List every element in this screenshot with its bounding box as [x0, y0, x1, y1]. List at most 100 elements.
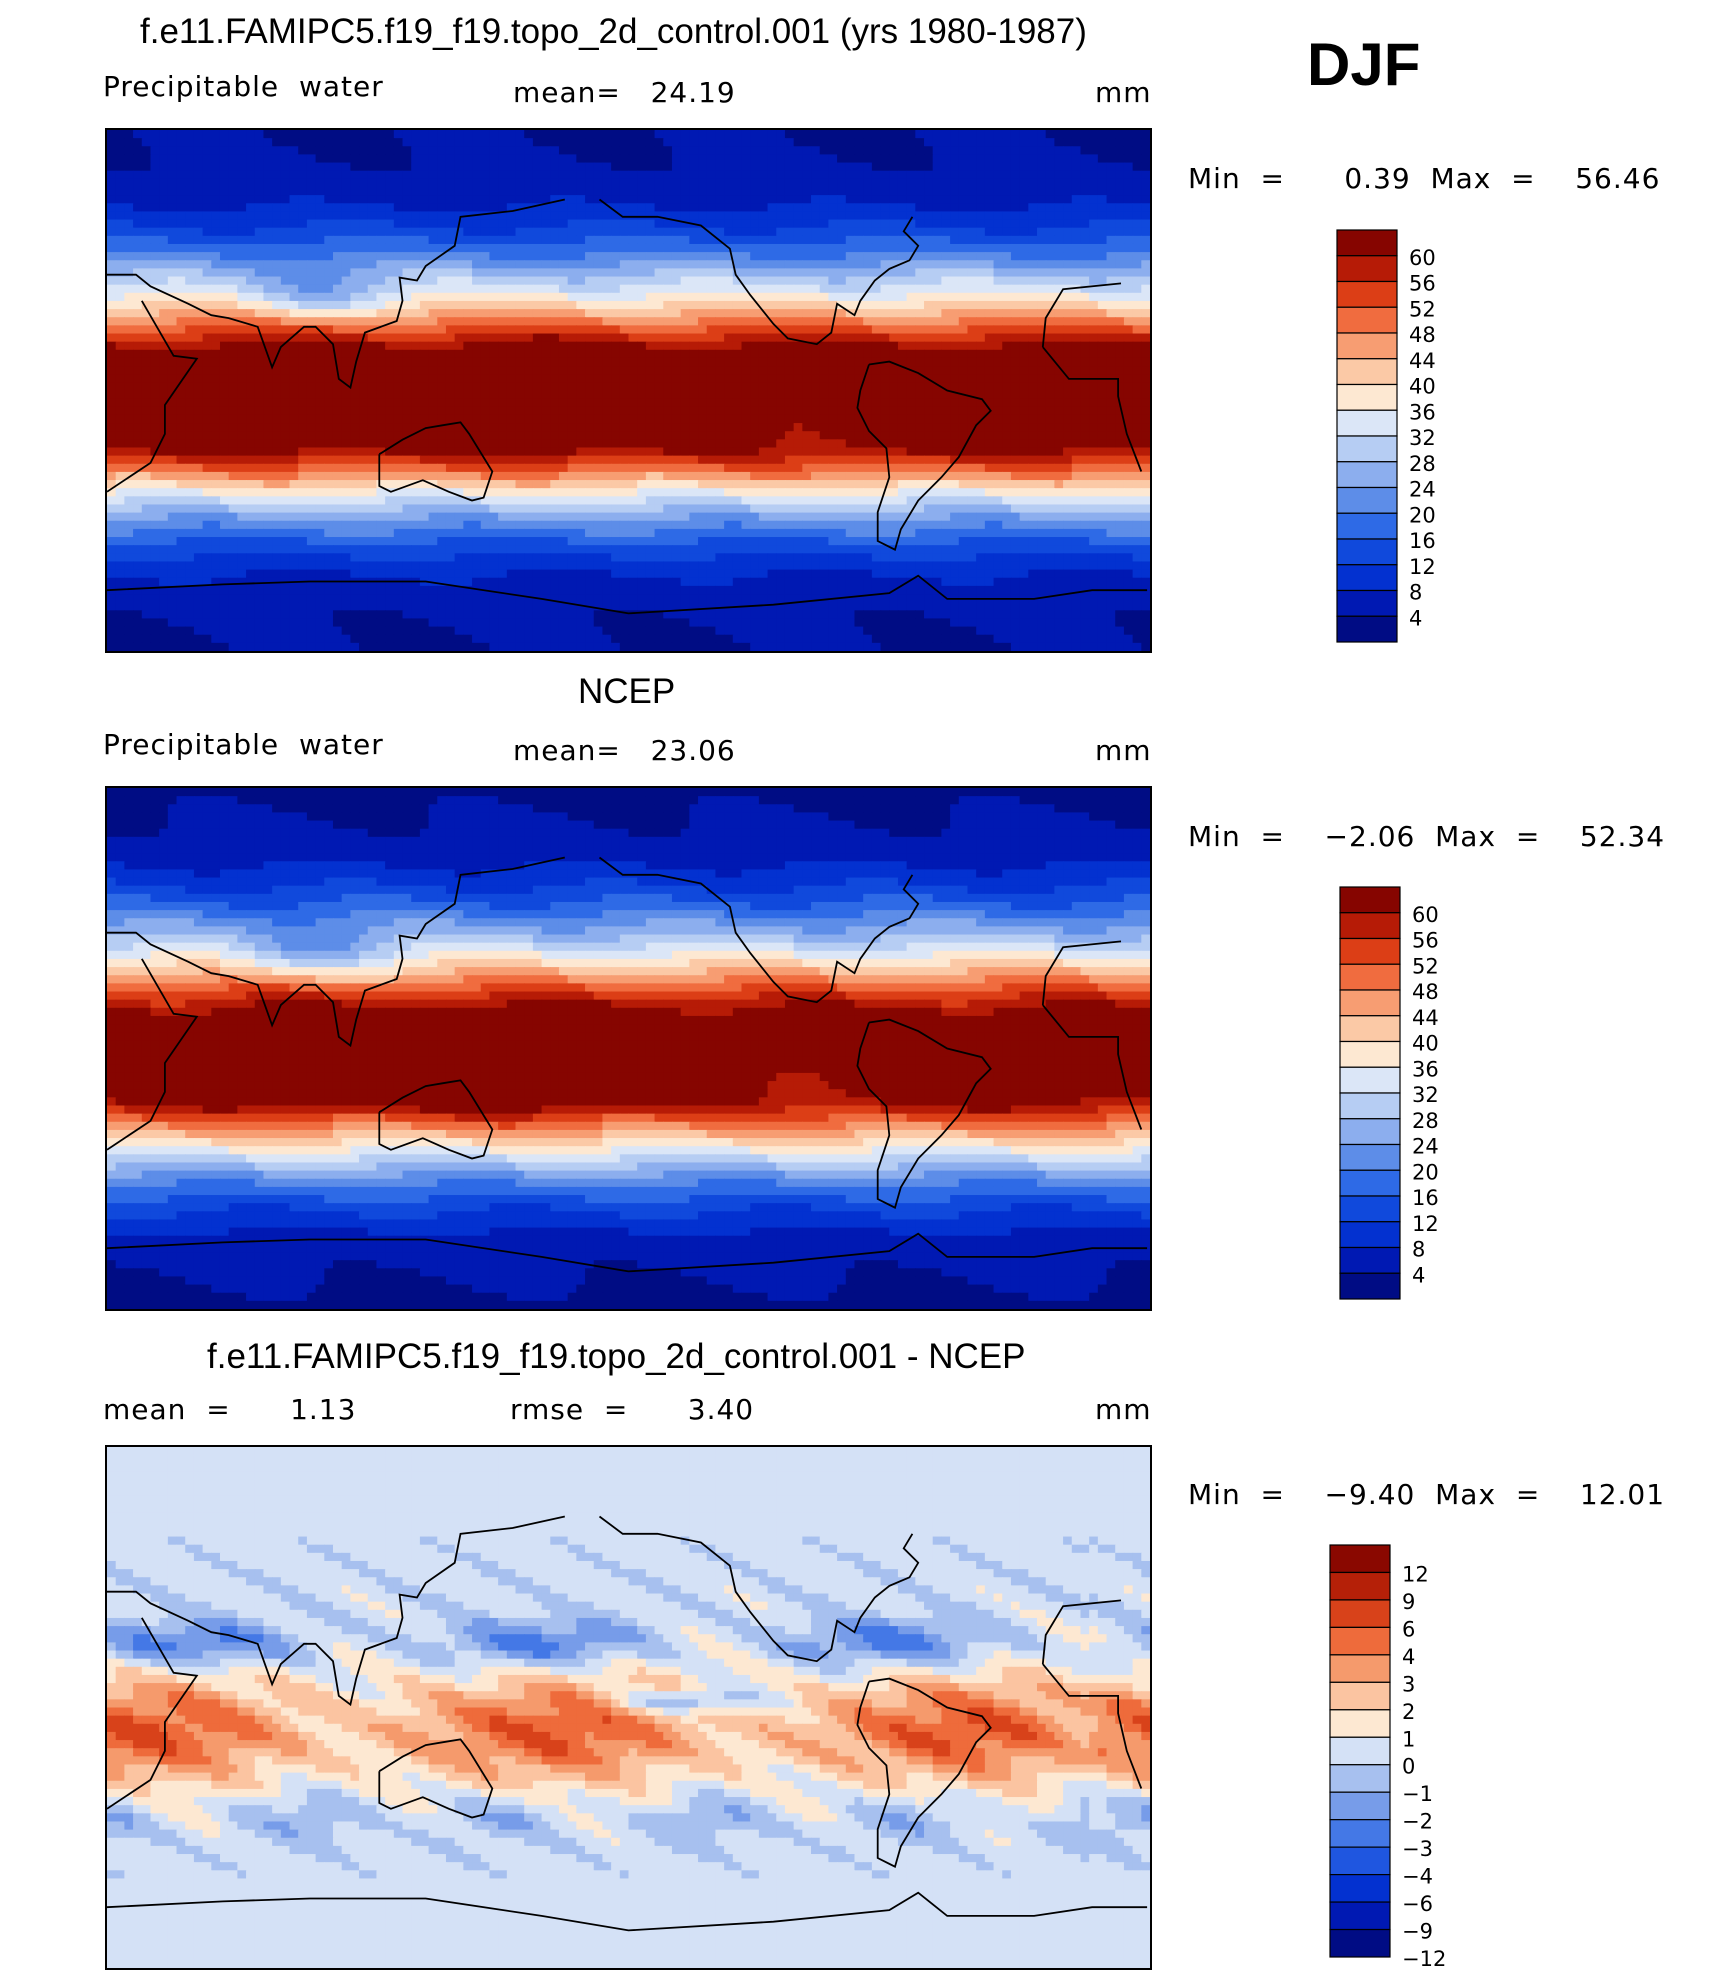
field-cell: [445, 390, 456, 400]
field-cell: [637, 227, 647, 237]
field-cell: [463, 219, 473, 229]
field-cell: [958, 195, 969, 204]
field-cell: [732, 366, 743, 375]
field-cell: [506, 300, 517, 310]
field-cell: [246, 382, 256, 392]
field-cell: [602, 366, 612, 375]
field-cell: [115, 284, 125, 294]
field-cell: [124, 357, 134, 367]
field-cell: [228, 414, 238, 424]
field-cell: [237, 423, 247, 432]
field-cell: [480, 130, 491, 139]
field-cell: [941, 300, 951, 310]
field-cell: [202, 186, 212, 196]
field-cell: [732, 463, 743, 473]
field-cell: [637, 423, 647, 432]
field-cell: [176, 276, 186, 286]
field-cell: [637, 439, 647, 449]
field-cell: [758, 455, 769, 465]
field-cell: [1089, 390, 1099, 400]
field-cell: [393, 154, 404, 164]
field-cell: [1010, 186, 1021, 196]
field-cell: [124, 252, 134, 261]
field-cell: [150, 423, 160, 432]
field-cell: [532, 349, 543, 359]
field-cell: [993, 162, 1003, 172]
field-cell: [593, 268, 604, 278]
field-cell: [1141, 366, 1150, 375]
field-cell: [193, 447, 204, 457]
field-cell: [1010, 317, 1021, 326]
field-cell: [498, 414, 508, 424]
field-cell: [341, 227, 351, 237]
field-cell: [871, 268, 882, 278]
field-cell: [498, 349, 508, 359]
field-cell: [906, 439, 916, 449]
field-cell: [689, 268, 699, 278]
field-cell: [419, 374, 430, 383]
field-cell: [793, 309, 803, 318]
field-cell: [1132, 227, 1142, 237]
field-cell: [784, 406, 795, 416]
field-cell: [306, 138, 317, 147]
field-cell: [463, 170, 473, 180]
field-cell: [1080, 138, 1090, 147]
field-cell: [1141, 439, 1150, 449]
field-cell: [967, 325, 977, 335]
field-cell: [880, 154, 890, 164]
field-cell: [567, 463, 577, 473]
field-cell: [819, 455, 830, 465]
field-cell: [1045, 374, 1055, 383]
field-cell: [585, 186, 595, 196]
field-cell: [1045, 252, 1055, 261]
field-cell: [593, 243, 604, 253]
field-cell: [115, 227, 125, 237]
field-cell: [802, 374, 812, 383]
field-cell: [906, 357, 916, 367]
field-cell: [141, 211, 152, 221]
field-cell: [619, 455, 630, 465]
field-cell: [1080, 390, 1090, 400]
field-cell: [315, 439, 325, 449]
field-cell: [315, 227, 325, 237]
field-cell: [393, 252, 404, 261]
field-cell: [445, 309, 456, 318]
field-cell: [263, 162, 273, 172]
field-cell: [1002, 154, 1012, 164]
field-cell: [819, 276, 830, 286]
field-cell: [385, 325, 395, 335]
field-cell: [1141, 195, 1150, 204]
field-cell: [359, 455, 369, 465]
field-cell: [924, 252, 934, 261]
field-cell: [958, 431, 969, 440]
field-cell: [1019, 203, 1029, 213]
field-cell: [437, 439, 447, 449]
field-cell: [576, 398, 586, 408]
field-cell: [411, 406, 421, 416]
field-cell: [854, 235, 864, 245]
field-cell: [324, 317, 334, 326]
field-cell: [1019, 406, 1029, 416]
field-cell: [802, 276, 812, 286]
field-cell: [628, 447, 638, 457]
field-cell: [698, 414, 708, 424]
field-cell: [550, 162, 560, 172]
field-cell: [1037, 333, 1047, 343]
field-cell: [654, 374, 664, 383]
field-cell: [124, 300, 134, 310]
field-cell: [202, 390, 212, 400]
field-cell: [419, 349, 430, 359]
field-cell: [802, 333, 812, 343]
field-cell: [1123, 162, 1134, 172]
field-cell: [802, 455, 812, 465]
field-cell: [541, 252, 551, 261]
field-cell: [115, 341, 125, 351]
field-cell: [698, 390, 708, 400]
field-cell: [550, 349, 560, 359]
field-cell: [576, 227, 586, 237]
field-cell: [1054, 366, 1064, 375]
field-cell: [558, 138, 569, 147]
field-cell: [437, 300, 447, 310]
field-cell: [767, 406, 777, 416]
field-cell: [280, 390, 291, 400]
